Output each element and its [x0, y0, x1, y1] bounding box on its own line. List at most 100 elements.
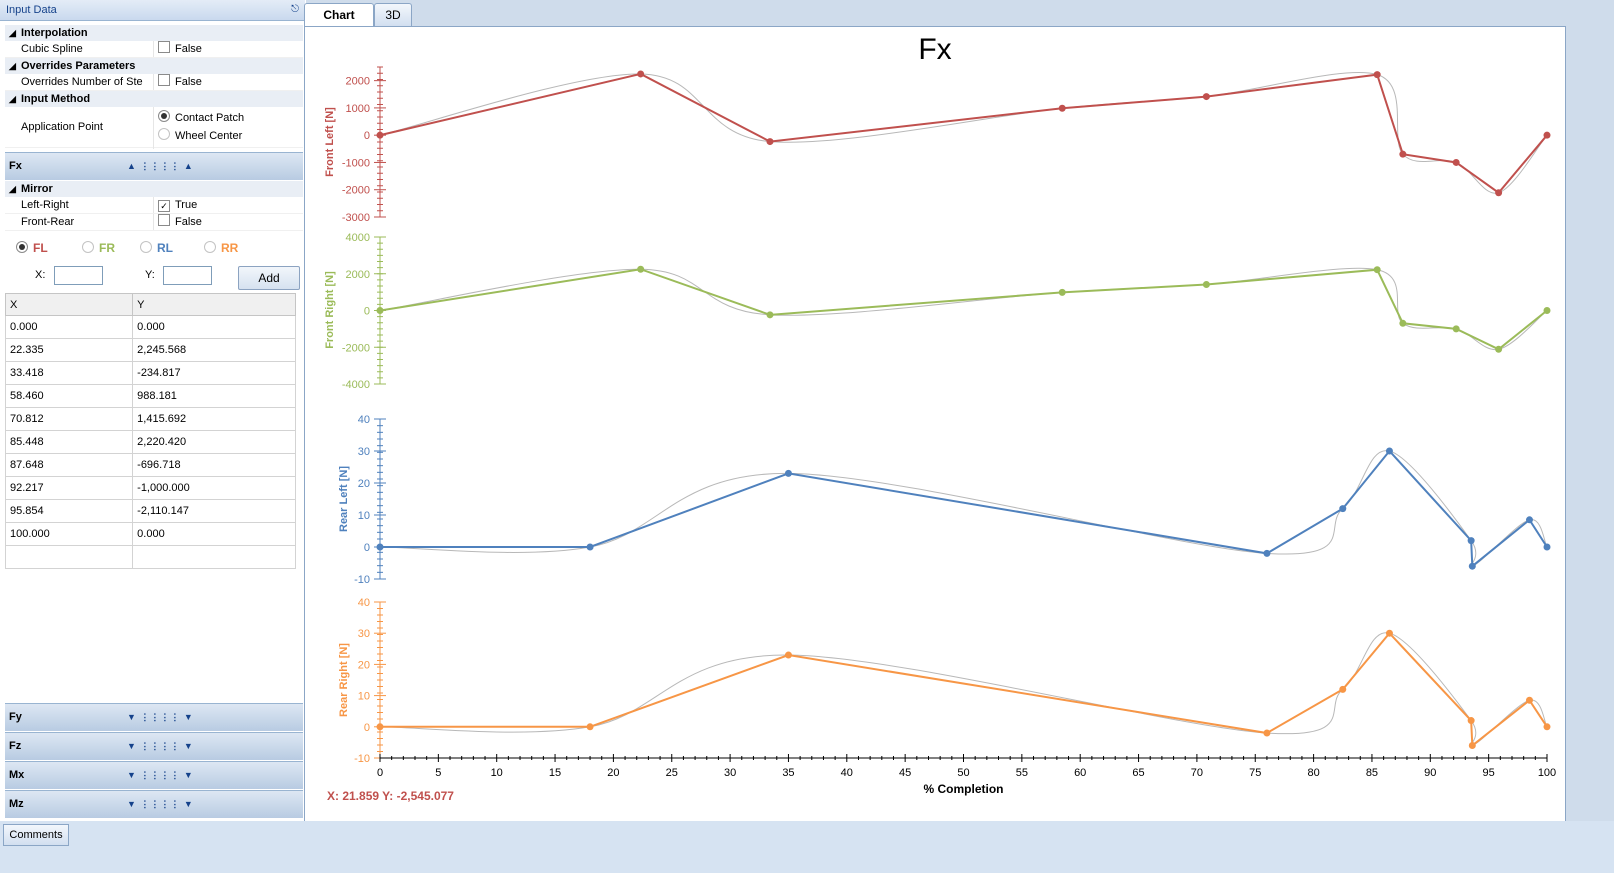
cell-x[interactable]: 0.000	[4, 315, 134, 339]
collapse-icon[interactable]: ◢	[9, 94, 16, 104]
wheel-radio-fr[interactable]: FR	[82, 241, 115, 255]
table-row[interactable]: 33.418 -234.817	[4, 361, 296, 385]
cell-x[interactable]: 22.335	[4, 338, 134, 362]
property-application-point[interactable]: Application Point Contact Patch Wheel Ce…	[5, 107, 303, 149]
category-mirror[interactable]: ◢ Mirror	[5, 181, 303, 197]
section-fy[interactable]: Fy ▼ ⋮⋮⋮⋮ ▼	[5, 703, 303, 731]
panel-0: 2000 1000 0 -1000 -2000 -3000 Front Left [N]	[324, 66, 1551, 224]
property-overrides-number[interactable]: Overrides Number of Ste False	[5, 74, 303, 91]
data-point	[1452, 158, 1460, 166]
x-tick-label: 35	[782, 767, 794, 779]
cell-y[interactable]: -1,000.000	[132, 476, 296, 500]
cell-y[interactable]: 2,220.420	[132, 430, 296, 454]
cell-y[interactable]: -696.718	[132, 453, 296, 477]
section-fz[interactable]: Fz ▼ ⋮⋮⋮⋮ ▼	[5, 732, 303, 760]
property-left-right[interactable]: Left-Right ✓ True	[5, 197, 303, 214]
y-tick-label: -10	[354, 574, 370, 586]
contact-patch-radio[interactable]	[158, 110, 170, 122]
category-input-method[interactable]: ◢ Input Method	[5, 91, 303, 107]
table-row[interactable]: 58.460 988.181	[4, 384, 296, 408]
cell-y[interactable]: -234.817	[132, 361, 296, 385]
overrides-checkbox[interactable]	[158, 74, 170, 86]
expand-grip-icon[interactable]: ▼ ⋮⋮⋮⋮ ▼	[127, 712, 194, 722]
cell-x[interactable]: 33.418	[4, 361, 134, 385]
chart-area[interactable]: Fx 2000 1000 0 -1000 -2000 -3000 Front Left [N]…	[304, 26, 1566, 823]
cell-x[interactable]: 70.812	[4, 407, 134, 431]
property-value: False	[175, 216, 202, 228]
table-row[interactable]: 70.812 1,415.692	[4, 407, 296, 431]
tab-chart[interactable]: Chart	[304, 3, 374, 27]
category-overrides[interactable]: ◢ Overrides Parameters	[5, 58, 303, 74]
table-row[interactable]: 87.648 -696.718	[4, 453, 296, 477]
radio-indicator[interactable]	[16, 241, 28, 253]
cell-x[interactable]: 95.854	[4, 499, 134, 523]
series-line	[380, 631, 1548, 748]
expand-grip-icon[interactable]: ▼ ⋮⋮⋮⋮ ▼	[127, 799, 194, 809]
wheel-radio-rr[interactable]: RR	[204, 241, 238, 255]
cell-y[interactable]: 988.181	[132, 384, 296, 408]
y-axis-label: Front Left [N]	[324, 107, 336, 177]
cell-x[interactable]: 58.460	[4, 384, 134, 408]
table-row[interactable]: 85.448 2,220.420	[4, 430, 296, 454]
radio-indicator[interactable]	[204, 241, 216, 253]
cell-y[interactable]: 1,415.692	[132, 407, 296, 431]
property-value: True	[175, 199, 198, 211]
cubic-spline-checkbox[interactable]	[158, 41, 170, 53]
cell-y[interactable]: 0.000	[132, 522, 296, 546]
collapse-icon[interactable]: ◢	[9, 184, 16, 194]
radio-indicator[interactable]	[82, 241, 94, 253]
comments-button[interactable]: Comments	[3, 824, 69, 846]
cell-x[interactable]	[4, 545, 134, 569]
pin-icon[interactable]: ⎋	[291, 4, 299, 15]
section-label: Mz	[9, 798, 24, 810]
cell-y[interactable]: -2,110.147	[132, 499, 296, 523]
cell-x[interactable]: 87.648	[4, 453, 134, 477]
points-table: X Y 0.000 0.000 22.335 2,245.568 33.418 -234.…	[4, 293, 296, 569]
column-header-x[interactable]: X	[4, 293, 134, 316]
radio-indicator[interactable]	[140, 241, 152, 253]
wheel-radio-fl[interactable]: FL	[16, 241, 48, 255]
cell-x[interactable]: 85.448	[4, 430, 134, 454]
cell-y[interactable]: 0.000	[132, 315, 296, 339]
wheel-center-radio[interactable]	[158, 128, 170, 140]
y-tick-label: 10	[358, 510, 370, 522]
y-tick-label: 0	[364, 722, 370, 734]
spline-curve	[380, 450, 1548, 568]
cell-y[interactable]: 2,245.568	[132, 338, 296, 362]
table-row[interactable]: 95.854 -2,110.147	[4, 499, 296, 523]
front-rear-checkbox[interactable]	[158, 214, 170, 226]
column-header-y[interactable]: Y	[132, 293, 296, 316]
collapse-icon[interactable]: ◢	[9, 61, 16, 71]
y-tick-label: 30	[358, 628, 370, 640]
section-mz[interactable]: Mz ▼ ⋮⋮⋮⋮ ▼	[5, 790, 303, 818]
expand-grip-icon[interactable]: ▼ ⋮⋮⋮⋮ ▼	[127, 770, 194, 780]
data-point	[586, 723, 594, 731]
tab-3d[interactable]: 3D	[374, 3, 412, 26]
table-row[interactable]: 100.000 0.000	[4, 522, 296, 546]
collapse-grip-icon[interactable]: ▲ ⋮⋮⋮⋮ ▲	[127, 161, 194, 171]
cell-y[interactable]	[132, 545, 296, 569]
property-cubic-spline[interactable]: Cubic Spline False	[5, 41, 303, 58]
table-row[interactable]: 22.335 2,245.568	[4, 338, 296, 362]
table-row[interactable]: 0.000 0.000	[4, 315, 296, 339]
property-front-rear[interactable]: Front-Rear False	[5, 214, 303, 231]
cell-x[interactable]: 100.000	[4, 522, 134, 546]
table-row[interactable]: 92.217 -1,000.000	[4, 476, 296, 500]
y-input[interactable]	[163, 266, 212, 285]
data-point	[1543, 543, 1551, 551]
category-interpolation[interactable]: ◢ Interpolation	[5, 25, 303, 41]
data-point	[1525, 516, 1533, 524]
table-row[interactable]	[4, 545, 296, 569]
cell-x[interactable]: 92.217	[4, 476, 134, 500]
wheel-radio-rl[interactable]: RL	[140, 241, 173, 255]
section-mx[interactable]: Mx ▼ ⋮⋮⋮⋮ ▼	[5, 761, 303, 789]
add-button[interactable]: Add	[238, 266, 300, 290]
expand-grip-icon[interactable]: ▼ ⋮⋮⋮⋮ ▼	[127, 741, 194, 751]
y-tick-label: 0	[364, 130, 370, 142]
x-input[interactable]	[54, 266, 103, 285]
section-fx[interactable]: Fx ▲ ⋮⋮⋮⋮ ▲	[5, 152, 303, 180]
left-right-checkbox[interactable]: ✓	[158, 200, 170, 212]
collapse-icon[interactable]: ◢	[9, 28, 16, 38]
wheel-label-rr: RR	[221, 241, 239, 255]
